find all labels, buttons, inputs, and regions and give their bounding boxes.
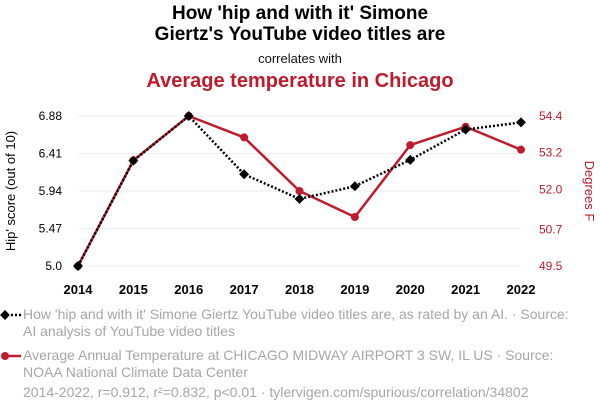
legend-label-series-1: How 'hip and with it' Simone Giertz YouT…: [23, 306, 569, 339]
y-axis-label-right: Degrees F: [582, 161, 597, 222]
temperature-point: [406, 141, 415, 150]
y-axis-label-left: Hip' score (out of 10): [3, 131, 18, 251]
hip-score-point: [294, 194, 305, 204]
chart-title-line-1: How 'hip and with it' Simone: [171, 3, 429, 24]
hip-score-point: [128, 155, 139, 166]
legend-item-series-1: How 'hip and with it' Simone Giertz YouT…: [0, 305, 600, 345]
chart-secondary-title: Average temperature in Chicago: [146, 70, 454, 92]
legend-swatch-series-1: [0, 310, 21, 320]
right-tick-label: 53.2: [539, 146, 563, 160]
temperature-point: [295, 187, 304, 195]
left-tick-label: 6.88: [39, 109, 63, 123]
left-tick-label: 5.94: [39, 184, 63, 198]
right-tick-label: 54.4: [539, 109, 563, 123]
legend-label-series-2: Average Annual Temperature at CHICAGO MI…: [23, 347, 554, 380]
hip-score-point: [405, 154, 416, 165]
hip-score-point: [516, 117, 526, 128]
chart-footer: 2014-2022, r=0.912, r²=0.832, p<0.01 · t…: [23, 384, 529, 400]
hip-score-point: [239, 169, 250, 180]
legend-swatch-series-2: [1, 352, 21, 360]
hip-score-point: [73, 261, 83, 271]
x-tick-label: 2021: [451, 282, 480, 297]
right-tick-label: 49.5: [539, 259, 563, 273]
x-tick-label: 2022: [507, 282, 536, 297]
x-tick-label: 2018: [285, 282, 314, 297]
temperature-point: [350, 213, 359, 222]
right-tick-label: 50.7: [539, 222, 563, 236]
temperature-point: [240, 133, 249, 142]
hip-score-point: [183, 111, 194, 121]
hip-score-point: [349, 181, 360, 192]
chart-subtitle: correlates with: [258, 51, 342, 66]
x-tick-label: 2017: [230, 282, 259, 297]
legend-item-series-2: Average Annual Temperature at CHICAGO MI…: [0, 346, 600, 386]
x-tick-label: 2016: [174, 282, 203, 297]
x-tick-label: 2015: [119, 282, 148, 297]
left-tick-label: 5.0: [45, 259, 62, 273]
x-tick-label: 2020: [396, 282, 425, 297]
left-tick-label: 5.47: [39, 222, 63, 236]
x-tick-label: 2014: [64, 282, 94, 297]
right-tick-label: 52.0: [539, 182, 563, 196]
chart-title-line-2: Giertz's YouTube video titles are: [154, 24, 446, 45]
temperature-point: [517, 145, 525, 154]
left-tick-label: 6.41: [39, 147, 63, 161]
x-tick-label: 2019: [340, 282, 369, 297]
